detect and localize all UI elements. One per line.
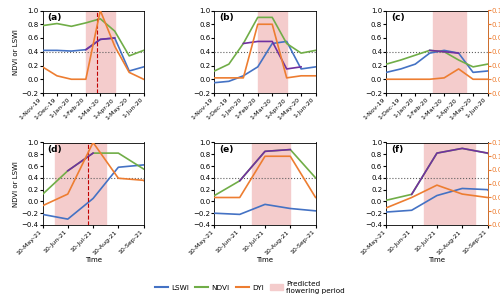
- Bar: [55, 142, 106, 225]
- Bar: [258, 11, 286, 93]
- Text: (a): (a): [48, 13, 62, 22]
- Legend: LSWI, NDVI, DYI, Predicted
flowering period: LSWI, NDVI, DYI, Predicted flowering per…: [152, 278, 348, 296]
- Text: (c): (c): [392, 13, 405, 22]
- Bar: [424, 142, 475, 225]
- X-axis label: Time: Time: [428, 257, 446, 263]
- X-axis label: Time: Time: [84, 257, 102, 263]
- Y-axis label: NDVI or LSWI: NDVI or LSWI: [12, 161, 18, 207]
- Text: (f): (f): [392, 145, 404, 154]
- Bar: [86, 11, 115, 93]
- Bar: [252, 142, 290, 225]
- Text: (b): (b): [220, 13, 234, 22]
- Text: (e): (e): [220, 145, 234, 154]
- Bar: [432, 11, 466, 93]
- Y-axis label: NDVI or LSWI: NDVI or LSWI: [12, 29, 18, 75]
- Text: (d): (d): [48, 145, 62, 154]
- X-axis label: Time: Time: [256, 257, 274, 263]
